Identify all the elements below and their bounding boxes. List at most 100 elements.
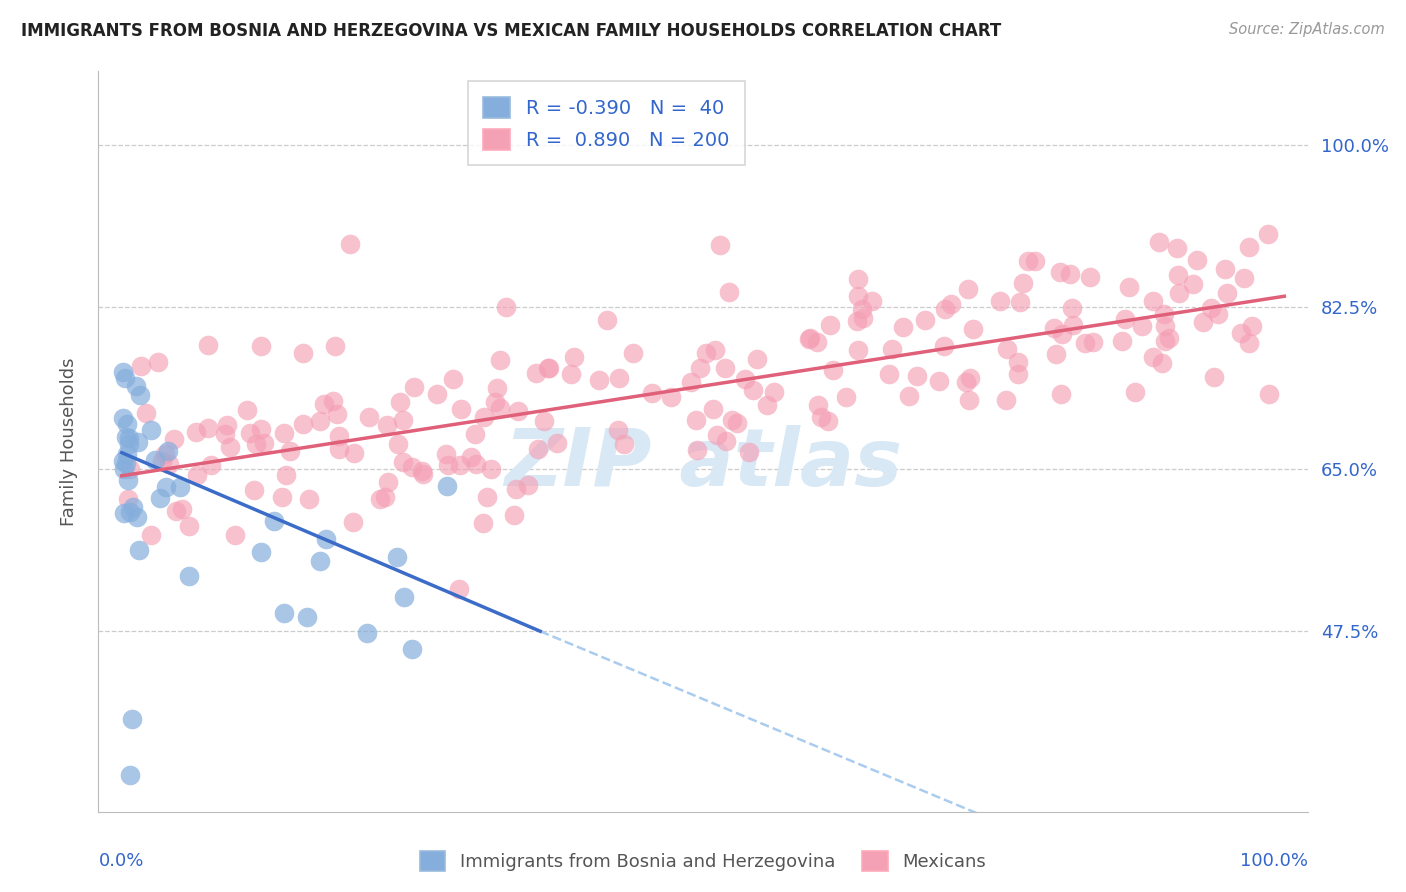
- Point: [357, 409, 380, 424]
- Point: [118, 437, 141, 451]
- Point: [328, 442, 350, 456]
- Point: [806, 335, 828, 350]
- Point: [641, 386, 664, 401]
- Point: [877, 367, 900, 381]
- Point: [1153, 307, 1175, 321]
- Point: [437, 458, 460, 472]
- Point: [249, 422, 271, 436]
- Point: [125, 509, 148, 524]
- Point: [309, 414, 332, 428]
- Point: [716, 434, 738, 448]
- Point: [709, 238, 731, 252]
- Point: [1017, 253, 1039, 268]
- Point: [111, 365, 134, 379]
- Point: [718, 285, 741, 299]
- Point: [957, 282, 980, 296]
- Point: [163, 432, 186, 446]
- Point: [464, 426, 486, 441]
- Point: [995, 393, 1018, 408]
- Point: [117, 491, 139, 506]
- Y-axis label: Family Households: Family Households: [59, 358, 77, 525]
- Point: [278, 443, 301, 458]
- Point: [118, 462, 141, 476]
- Point: [1062, 318, 1084, 333]
- Point: [1206, 307, 1229, 321]
- Point: [392, 413, 415, 427]
- Text: ZIP atlas: ZIP atlas: [503, 425, 903, 503]
- Point: [702, 402, 724, 417]
- Point: [714, 361, 737, 376]
- Point: [905, 368, 928, 383]
- Point: [1191, 315, 1213, 329]
- Point: [153, 446, 176, 460]
- Point: [727, 416, 749, 430]
- Point: [1111, 334, 1133, 348]
- Point: [932, 338, 955, 352]
- Point: [114, 371, 136, 385]
- Point: [1213, 262, 1236, 277]
- Point: [115, 417, 138, 432]
- Point: [607, 423, 630, 437]
- Point: [1199, 301, 1222, 316]
- Point: [484, 394, 506, 409]
- Point: [120, 767, 142, 781]
- Point: [157, 457, 180, 471]
- Point: [1185, 253, 1208, 268]
- Point: [250, 339, 273, 353]
- Point: [150, 454, 173, 468]
- Point: [763, 385, 786, 400]
- Point: [1257, 227, 1279, 241]
- Point: [295, 610, 318, 624]
- Point: [704, 343, 727, 358]
- Point: [495, 300, 517, 314]
- Point: [1202, 370, 1225, 384]
- Point: [1007, 354, 1029, 368]
- Point: [404, 380, 426, 394]
- Point: [835, 390, 858, 404]
- Point: [389, 394, 412, 409]
- Point: [588, 372, 610, 386]
- Point: [412, 467, 434, 482]
- Text: Source: ZipAtlas.com: Source: ZipAtlas.com: [1229, 22, 1385, 37]
- Point: [689, 361, 711, 376]
- Point: [449, 458, 471, 472]
- Point: [200, 458, 222, 472]
- Point: [115, 447, 138, 461]
- Point: [441, 372, 464, 386]
- Point: [115, 430, 138, 444]
- Point: [325, 407, 347, 421]
- Point: [488, 401, 510, 415]
- Point: [170, 501, 193, 516]
- Point: [659, 390, 682, 404]
- Point: [309, 554, 332, 568]
- Point: [377, 475, 399, 489]
- Point: [486, 381, 509, 395]
- Point: [695, 346, 717, 360]
- Point: [481, 461, 503, 475]
- Point: [128, 387, 150, 401]
- Point: [434, 447, 457, 461]
- Point: [538, 360, 561, 375]
- Point: [489, 352, 512, 367]
- Point: [1074, 336, 1097, 351]
- Text: 100.0%: 100.0%: [1240, 853, 1308, 871]
- Point: [962, 322, 984, 336]
- Point: [807, 398, 830, 412]
- Point: [121, 500, 143, 515]
- Point: [846, 272, 869, 286]
- Point: [546, 436, 568, 450]
- Point: [1050, 387, 1073, 401]
- Point: [852, 310, 875, 325]
- Point: [165, 504, 187, 518]
- Point: [1007, 367, 1029, 381]
- Point: [155, 480, 177, 494]
- Point: [112, 506, 135, 520]
- Point: [860, 293, 883, 308]
- Point: [252, 436, 274, 450]
- Point: [533, 414, 555, 428]
- Point: [135, 406, 157, 420]
- Point: [928, 374, 950, 388]
- Point: [1118, 280, 1140, 294]
- Point: [526, 366, 548, 380]
- Point: [117, 473, 139, 487]
